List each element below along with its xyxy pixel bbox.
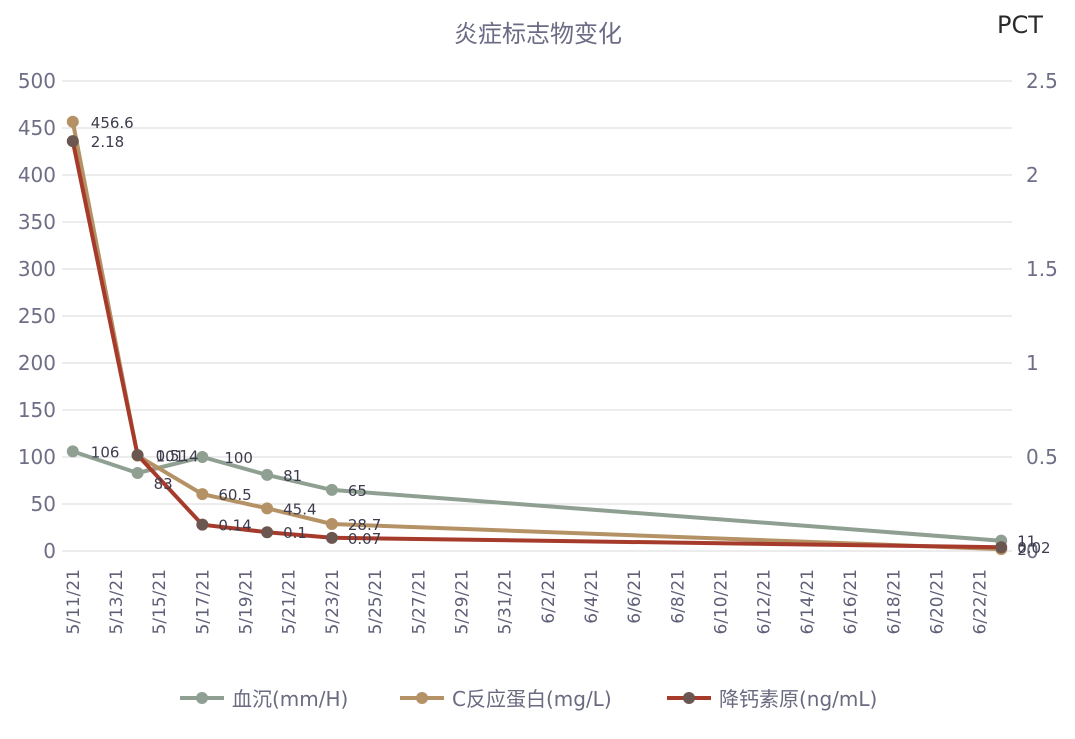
y-tick-label: 350 [18,210,56,234]
x-tick-label: 6/8/21 [668,569,688,624]
x-tick-label: 5/27/21 [409,569,429,635]
data-label: 0.1 [283,524,307,542]
data-label: 2 [1017,541,1027,559]
series-point [131,449,144,462]
x-tick-label: 6/16/21 [841,569,861,635]
series-point [995,541,1008,554]
series-line [70,121,1002,552]
y2-tick-label: 1 [1026,351,1039,375]
data-label: 45.4 [283,500,316,518]
x-tick-label: 6/2/21 [539,569,559,624]
x-tick-label: 5/19/21 [237,569,257,635]
legend-label: C反应蛋白(mg/L) [452,687,612,711]
legend-label: 降钙素原(ng/mL) [719,687,877,711]
x-tick-label: 6/4/21 [582,569,602,624]
y2-tick-label: 2 [1026,163,1039,187]
x-tick-label: 6/12/21 [755,569,775,635]
data-label: 81 [283,467,302,485]
x-tick-label: 5/21/21 [280,569,300,635]
data-label: 100 [224,449,253,467]
right-y-axis: 0 0.5 1 1.5 2 2.5 [1026,69,1058,563]
x-tick-label: 5/13/21 [107,569,127,635]
legend-marker [683,692,695,704]
y-tick-label: 300 [18,257,56,281]
series-point [261,502,274,515]
y-tick-label: 100 [18,445,56,469]
data-label: 0.51 [156,447,189,465]
gridlines [62,80,1012,552]
x-tick-label: 5/15/21 [150,569,170,635]
series-point [261,468,274,481]
series-point [196,488,209,501]
x-tick-label: 5/23/21 [323,569,343,635]
y-tick-label: 50 [31,492,56,516]
data-label: 101.4 [156,448,199,466]
y2-tick-label: 2.5 [1026,69,1058,93]
x-tick-label: 6/14/21 [798,569,818,635]
x-tick-label: 6/10/21 [712,569,732,635]
series-point [261,526,274,539]
right-axis-title: PCT [997,11,1043,39]
series-line [70,140,1002,550]
y2-tick-label: 0 [1026,539,1039,563]
series-point [66,135,79,148]
y-tick-label: 250 [18,304,56,328]
x-tick-label: 6/20/21 [927,569,947,635]
y-tick-label: 450 [18,116,56,140]
series-point [131,466,144,479]
legend-label: 血沉(mm/H) [232,687,348,711]
x-tick-label: 5/31/21 [496,569,516,635]
series-point [196,451,209,463]
legend-marker [416,692,428,704]
y-tick-label: 200 [18,351,56,375]
y-tick-label: 500 [18,69,56,93]
data-label: 0.02 [1017,539,1050,557]
series-point [325,518,338,531]
x-tick-label: 5/17/21 [193,569,213,635]
series-line [72,449,1002,543]
data-label: 106 [91,443,120,461]
x-tick-label: 6/6/21 [625,569,645,624]
series-group [66,115,1008,556]
series-point [196,518,209,531]
x-tick-label: 5/29/21 [452,569,472,635]
data-label: 456.6 [91,114,134,132]
left-y-axis: 0 50 100 150 200 250 300 350 400 450 500 [18,69,56,563]
x-tick-label: 6/22/21 [971,569,991,635]
data-labels: 106 83 100 81 65 11 456.6 101.4 60.5 45.4 28.7 2 2.1… [91,114,1051,559]
data-label: 83 [154,475,173,493]
legend: 血沉(mm/H) C反应蛋白(mg/L) 降钙素原(ng/mL) [180,687,877,711]
legend-marker [196,692,208,704]
y2-tick-label: 1.5 [1026,257,1058,281]
series-point [66,445,79,458]
y-tick-label: 0 [43,539,56,563]
data-label: 0.14 [218,517,251,535]
series-point [325,483,338,496]
data-label: 0.07 [348,530,381,548]
y-tick-label: 150 [18,398,56,422]
data-label: 28.7 [348,516,381,534]
data-label: 2.18 [91,133,124,151]
series-point [325,531,338,544]
x-tick-label: 6/18/21 [884,569,904,635]
series-point [66,115,79,128]
x-tick-label: 5/11/21 [64,569,84,635]
x-tick-label: 5/25/21 [366,569,386,635]
data-label: 60.5 [218,486,251,504]
chart-title: 炎症标志物变化 [454,20,622,48]
data-label: 11 [1017,533,1036,551]
data-label: 65 [348,482,367,500]
y2-tick-label: 0.5 [1026,445,1058,469]
y-tick-label: 400 [18,163,56,187]
x-axis: 5/11/21 5/13/21 5/15/21 5/17/21 5/19/21 5/21/… [64,569,991,635]
